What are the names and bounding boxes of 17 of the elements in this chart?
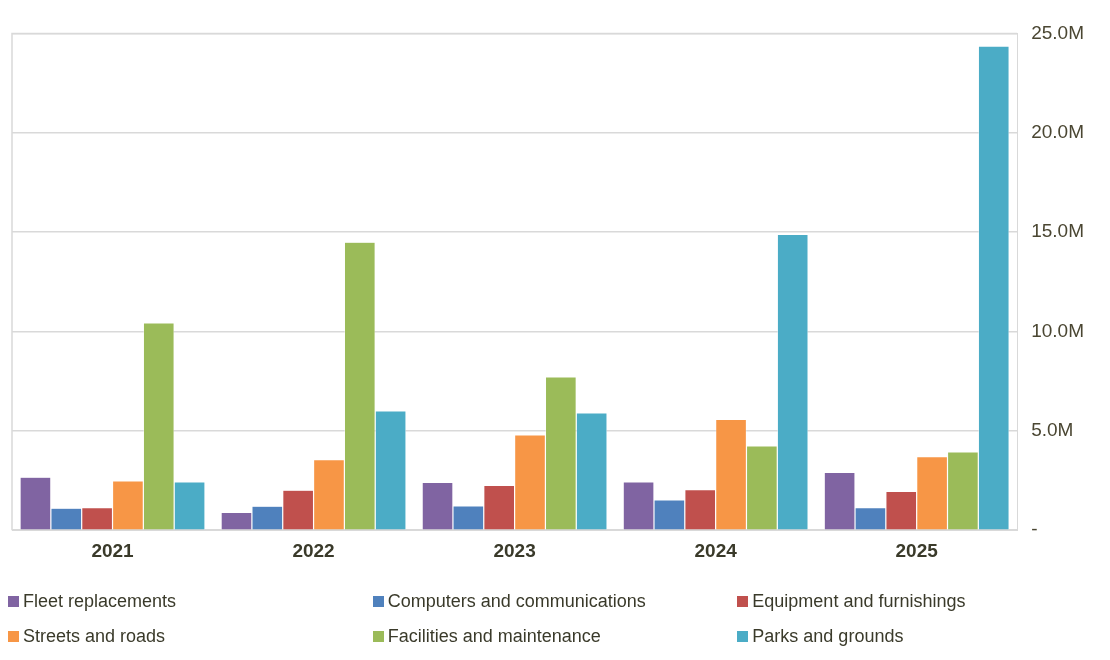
y-tick-label: - xyxy=(1031,518,1038,540)
legend-label: Equipment and furnishings xyxy=(752,591,966,612)
legend-label: Parks and grounds xyxy=(752,626,904,647)
y-tick-label: 10.0M xyxy=(1031,319,1085,341)
y-tick-label: 15.0M xyxy=(1031,220,1085,242)
x-tick-label: 2022 xyxy=(292,539,335,561)
x-tick-label: 2024 xyxy=(694,539,738,561)
legend-label: Facilities and maintenance xyxy=(387,626,601,647)
legend-label: Streets and roads xyxy=(23,626,166,647)
x-tick-label: 2021 xyxy=(91,539,135,561)
y-tick-label: 20.0M xyxy=(1031,120,1085,142)
legend-label: Fleet replacements xyxy=(23,591,177,612)
y-tick-label: 5.0M xyxy=(1031,419,1074,441)
x-tick-label: 2025 xyxy=(895,539,939,561)
legend-label: Computers and communications xyxy=(387,591,646,612)
y-tick-label: 25.0M xyxy=(1031,21,1085,43)
x-tick-label: 2023 xyxy=(493,539,536,561)
